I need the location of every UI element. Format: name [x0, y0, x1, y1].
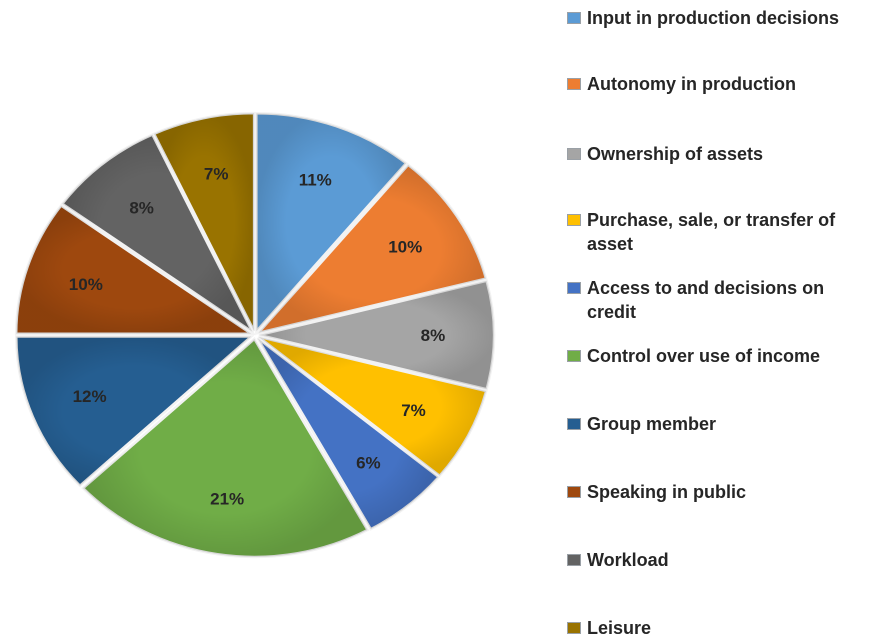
legend-item: Leisure: [567, 616, 887, 640]
legend-item: Access to and decisions on credit: [567, 276, 887, 324]
pie-slices: [14, 111, 496, 559]
pie-value-labels: 11% 10% 8% 7% 6% 21% 12% 10% 8% 7%: [69, 165, 445, 509]
legend-label: Autonomy in production: [587, 74, 796, 94]
legend-item: Input in production decisions: [567, 6, 887, 30]
legend-swatch: [567, 350, 581, 362]
pie-slice-shade: [154, 113, 255, 332]
legend-item: Autonomy in production: [567, 72, 887, 96]
pie-slice-shade: [258, 336, 487, 476]
legend-label: Group member: [587, 414, 717, 434]
pie-slice-shade: [62, 134, 253, 332]
pie-value-label: 11%: [299, 170, 332, 189]
legend-swatch: [567, 78, 581, 90]
legend-item: Purchase, sale, or transfer of asset: [567, 208, 887, 256]
legend-swatch: [567, 214, 581, 226]
pie-slice-shade: [83, 338, 368, 557]
pie-value-label: 10%: [69, 275, 103, 294]
pie-slice-shade: [259, 280, 494, 390]
legend-label: Access to and decisions on credit: [587, 278, 825, 322]
pie-value-label: 21%: [210, 489, 244, 508]
legend-item: Group member: [567, 412, 887, 436]
legend-swatch: [567, 282, 581, 294]
legend-label: Control over use of income: [587, 346, 821, 366]
legend-swatch: [567, 418, 581, 430]
legend-label: Leisure: [587, 618, 652, 638]
pie-slice-shade: [258, 164, 486, 333]
legend-item: Control over use of income: [567, 344, 887, 368]
legend-label: Workload: [587, 550, 669, 570]
legend-item: Workload: [567, 548, 887, 572]
pie-value-label: 10%: [388, 237, 422, 256]
pie-value-label: 8%: [421, 326, 446, 345]
legend-label: Speaking in public: [587, 482, 747, 502]
pie-slice-shade: [257, 338, 439, 530]
legend-swatch: [567, 12, 581, 24]
pie-value-label: 8%: [129, 199, 154, 218]
legend-item: Speaking in public: [567, 480, 887, 504]
pie-slice-shade: [16, 205, 252, 334]
legend-item: Ownership of assets: [567, 142, 887, 166]
pie-slice-shade: [256, 113, 407, 332]
pie-chart: 11% 10% 8% 7% 6% 21% 12% 10% 8% 7%: [14, 111, 496, 559]
pie-value-label: 7%: [401, 401, 426, 420]
pie-value-label: 6%: [356, 453, 381, 472]
pie-value-label: 7%: [204, 165, 229, 184]
legend-swatch: [567, 148, 581, 160]
legend-label: Purchase, sale, or transfer of asset: [587, 210, 836, 254]
legend-label: Ownership of assets: [587, 144, 764, 164]
pie-slice-shade: [16, 336, 252, 486]
legend-swatch: [567, 554, 581, 566]
legend-label: Input in production decisions: [587, 8, 839, 28]
pie-value-label: 12%: [73, 387, 107, 406]
legend-swatch: [567, 486, 581, 498]
legend-swatch: [567, 622, 581, 634]
chart-legend: Input in production decisions Autonomy in…: [567, 0, 887, 640]
